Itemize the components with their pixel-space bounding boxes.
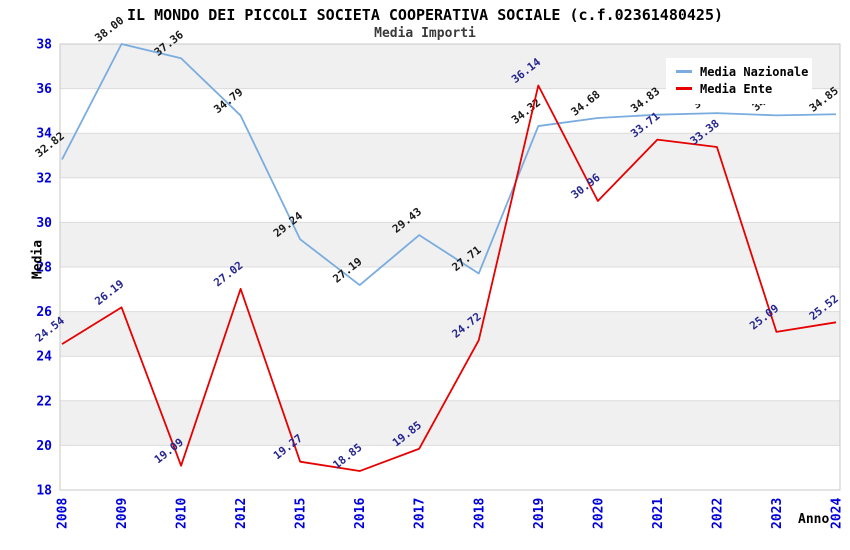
y-tick-label: 30 xyxy=(36,216,52,231)
y-axis-title: Media xyxy=(30,239,46,280)
blue-line-swatch-icon xyxy=(676,70,692,73)
plot-band xyxy=(60,177,840,223)
x-tick-label: 2021 xyxy=(651,498,666,529)
x-tick-label: 2010 xyxy=(175,498,190,529)
y-tick-label: 20 xyxy=(36,439,52,454)
red-line-swatch-icon xyxy=(676,87,692,90)
legend-label: Media Ente xyxy=(700,81,773,96)
plot-border xyxy=(59,43,841,491)
y-tick-label: 28 xyxy=(36,261,52,276)
plot-band xyxy=(60,311,840,357)
x-tick-label: 2015 xyxy=(294,498,309,529)
x-tick-label: 2023 xyxy=(770,498,785,529)
data-point-label: 38.00 xyxy=(92,14,126,45)
legend-box: Media Nazionale Media Ente xyxy=(666,58,812,104)
x-tick-label: 2008 xyxy=(56,498,71,529)
y-tick-label: 34 xyxy=(36,127,52,142)
x-axis-title: Anno xyxy=(798,512,830,527)
x-tick-label: 2022 xyxy=(710,498,725,529)
plot-band xyxy=(60,267,840,312)
y-tick-label: 18 xyxy=(36,484,52,499)
x-tick-label: 2024 xyxy=(830,498,845,529)
chart-title: IL MONDO DEI PICCOLI SOCIETA COOPERATIVA… xyxy=(126,6,724,24)
plot-band xyxy=(60,445,840,490)
y-tick-label: 38 xyxy=(36,38,52,53)
plot-band xyxy=(60,222,840,267)
chart-subtitle: Media Importi xyxy=(374,26,476,41)
legend-item-media-nazionale: Media Nazionale xyxy=(676,63,808,80)
x-tick-label: 2009 xyxy=(115,498,130,529)
legend-label: Media Nazionale xyxy=(700,64,809,79)
x-tick-label: 2019 xyxy=(532,498,547,529)
y-tick-label: 22 xyxy=(36,394,52,409)
x-tick-label: 2017 xyxy=(413,498,428,529)
y-tick-label: 24 xyxy=(36,350,52,365)
plot-band xyxy=(60,133,840,178)
legend-item-media-ente: Media Ente xyxy=(676,80,808,97)
x-tick-label: 2016 xyxy=(353,498,368,529)
x-tick-label: 2018 xyxy=(472,498,487,529)
x-tick-label: 2012 xyxy=(234,498,249,529)
series-line-media-ente xyxy=(61,84,837,472)
y-tick-label: 32 xyxy=(36,171,52,186)
series-line-media-nazionale xyxy=(61,43,837,286)
y-tick-label: 36 xyxy=(36,82,52,97)
x-tick-label: 2020 xyxy=(591,498,606,529)
y-tick-label: 26 xyxy=(36,305,52,320)
